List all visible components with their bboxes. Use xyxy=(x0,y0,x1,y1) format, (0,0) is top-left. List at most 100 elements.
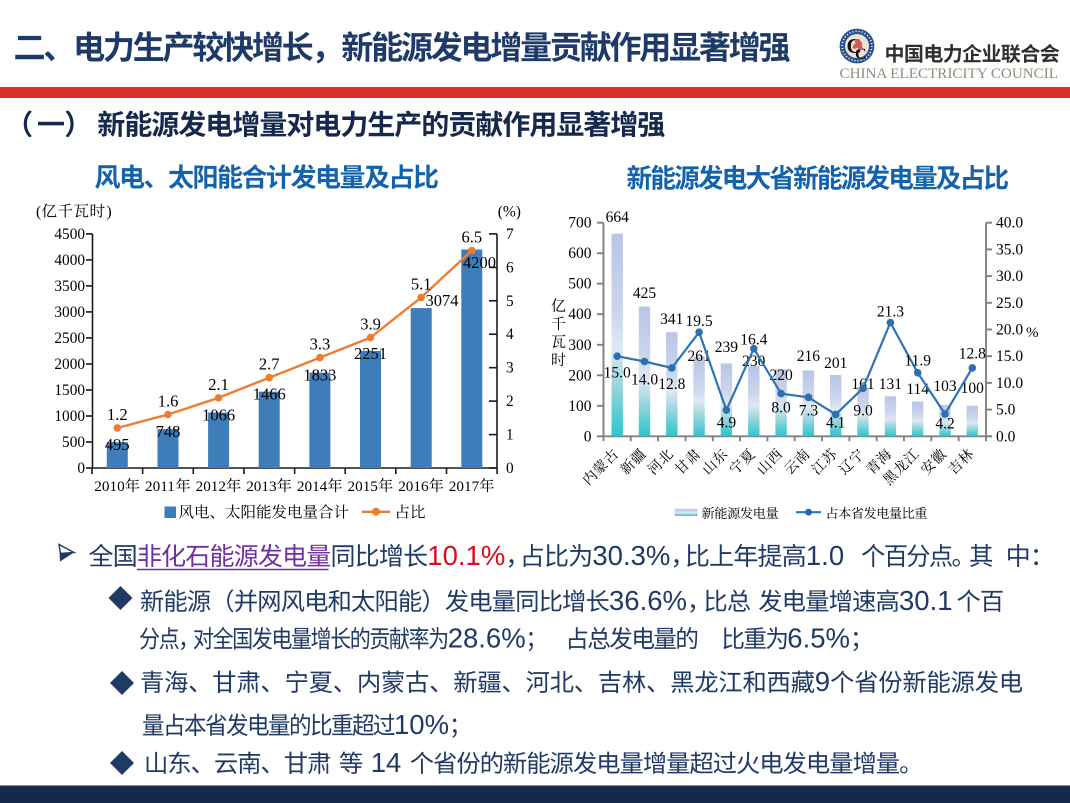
svg-text:CHINA ELECTRICITY COUNCIL: CHINA ELECTRICITY COUNCIL xyxy=(840,66,1059,82)
svg-text:7.3: 7.3 xyxy=(799,403,819,420)
svg-text:700: 700 xyxy=(568,215,592,232)
svg-text:2.7: 2.7 xyxy=(259,355,280,374)
svg-text:2.1: 2.1 xyxy=(208,375,229,394)
svg-text:%: % xyxy=(1026,325,1039,341)
svg-text:19.5: 19.5 xyxy=(686,313,713,330)
svg-text:2500: 2500 xyxy=(54,330,85,347)
svg-text:2017: 2017 xyxy=(449,478,480,495)
svg-text:1.6: 1.6 xyxy=(158,392,179,411)
svg-text:495: 495 xyxy=(105,435,130,454)
svg-text:20.0: 20.0 xyxy=(996,322,1023,339)
svg-text:1000: 1000 xyxy=(54,408,85,425)
svg-text:103: 103 xyxy=(933,378,957,395)
svg-text:1500: 1500 xyxy=(54,382,85,399)
svg-text:(%): (%) xyxy=(498,204,521,221)
svg-text:3: 3 xyxy=(506,360,514,377)
svg-text:1466: 1466 xyxy=(253,385,286,404)
svg-text:10.0: 10.0 xyxy=(996,375,1023,392)
svg-text:1.2: 1.2 xyxy=(107,405,128,424)
svg-text:14: 14 xyxy=(371,747,402,778)
svg-text:201: 201 xyxy=(824,355,847,372)
svg-text:15.0: 15.0 xyxy=(604,365,631,382)
svg-text:(: ( xyxy=(36,204,41,221)
svg-text:4.1: 4.1 xyxy=(826,415,845,432)
svg-text:3.3: 3.3 xyxy=(310,335,331,354)
svg-text:300: 300 xyxy=(568,337,592,354)
svg-text:664: 664 xyxy=(606,209,630,226)
svg-text:0: 0 xyxy=(584,428,592,445)
svg-text:4500: 4500 xyxy=(54,226,85,243)
svg-text:1833: 1833 xyxy=(303,366,336,385)
svg-text:400: 400 xyxy=(568,306,592,323)
svg-text:261: 261 xyxy=(687,348,710,365)
svg-text:2012: 2012 xyxy=(196,478,226,495)
svg-text:3074: 3074 xyxy=(426,291,459,310)
svg-text:216: 216 xyxy=(797,348,821,365)
svg-text:2251: 2251 xyxy=(354,344,387,363)
svg-text:220: 220 xyxy=(769,367,793,384)
svg-text:1066: 1066 xyxy=(202,406,235,425)
svg-text:12.8: 12.8 xyxy=(658,376,685,393)
svg-text:15.0: 15.0 xyxy=(996,348,1023,365)
svg-text:16.4: 16.4 xyxy=(740,332,767,349)
svg-text:2013: 2013 xyxy=(246,478,276,495)
svg-text:200: 200 xyxy=(568,367,592,384)
svg-text:0.0: 0.0 xyxy=(996,428,1016,445)
svg-text:3.9: 3.9 xyxy=(360,315,381,334)
svg-text:C: C xyxy=(855,46,867,63)
svg-text:100: 100 xyxy=(568,398,592,415)
svg-text:100: 100 xyxy=(961,380,985,397)
svg-text:4200: 4200 xyxy=(463,253,496,272)
svg-text:0: 0 xyxy=(77,460,85,477)
svg-text:4.9: 4.9 xyxy=(717,415,737,432)
svg-text:7: 7 xyxy=(506,226,514,243)
svg-text:2010: 2010 xyxy=(94,478,125,495)
svg-text:341: 341 xyxy=(660,311,683,328)
svg-text:2014: 2014 xyxy=(297,478,328,495)
svg-text:28.6%: 28.6% xyxy=(448,623,526,654)
svg-text:6: 6 xyxy=(506,259,514,276)
svg-text:10.1%: 10.1% xyxy=(427,540,505,571)
svg-text:5: 5 xyxy=(506,293,514,310)
svg-text:131: 131 xyxy=(879,376,902,393)
svg-text:6.5%: 6.5% xyxy=(787,623,850,654)
svg-text:2015: 2015 xyxy=(348,478,378,495)
svg-text:748: 748 xyxy=(156,422,181,441)
svg-text:14.0: 14.0 xyxy=(631,372,658,389)
svg-text:1.0: 1.0 xyxy=(806,540,844,571)
svg-text:35.0: 35.0 xyxy=(996,241,1023,258)
svg-text:36.6%: 36.6% xyxy=(609,585,687,616)
svg-text:30.3%: 30.3% xyxy=(592,540,670,571)
svg-text:500: 500 xyxy=(568,276,592,293)
svg-text:): ) xyxy=(107,204,112,221)
svg-text:500: 500 xyxy=(62,434,85,451)
svg-text:5.0: 5.0 xyxy=(996,402,1016,419)
svg-text:3500: 3500 xyxy=(54,278,85,295)
svg-text:2000: 2000 xyxy=(54,356,85,373)
svg-text:21.3: 21.3 xyxy=(877,304,904,321)
svg-text:5.1: 5.1 xyxy=(411,274,432,293)
svg-text:2011: 2011 xyxy=(145,478,175,495)
svg-text:600: 600 xyxy=(568,245,592,262)
svg-text:25.0: 25.0 xyxy=(996,295,1023,312)
svg-text:425: 425 xyxy=(633,285,657,302)
svg-text:4000: 4000 xyxy=(54,252,85,269)
svg-text:10%: 10% xyxy=(394,709,449,740)
svg-text:2016: 2016 xyxy=(398,478,429,495)
svg-text:30.1: 30.1 xyxy=(899,585,953,616)
svg-text:12.8: 12.8 xyxy=(959,346,986,363)
svg-text:114: 114 xyxy=(906,381,929,398)
svg-text:11.9: 11.9 xyxy=(904,353,931,370)
svg-text:239: 239 xyxy=(715,339,739,356)
svg-text:9.0: 9.0 xyxy=(853,403,873,420)
svg-text:2: 2 xyxy=(506,393,514,410)
svg-text:6.5: 6.5 xyxy=(461,228,482,247)
svg-text:1: 1 xyxy=(506,427,514,444)
svg-text:8.0: 8.0 xyxy=(771,400,791,417)
svg-text:4: 4 xyxy=(506,326,514,343)
svg-text:3000: 3000 xyxy=(54,304,85,321)
svg-text:4.2: 4.2 xyxy=(935,416,954,433)
svg-text:40.0: 40.0 xyxy=(996,215,1023,232)
svg-text:0: 0 xyxy=(506,460,514,477)
svg-text:30.0: 30.0 xyxy=(996,268,1023,285)
